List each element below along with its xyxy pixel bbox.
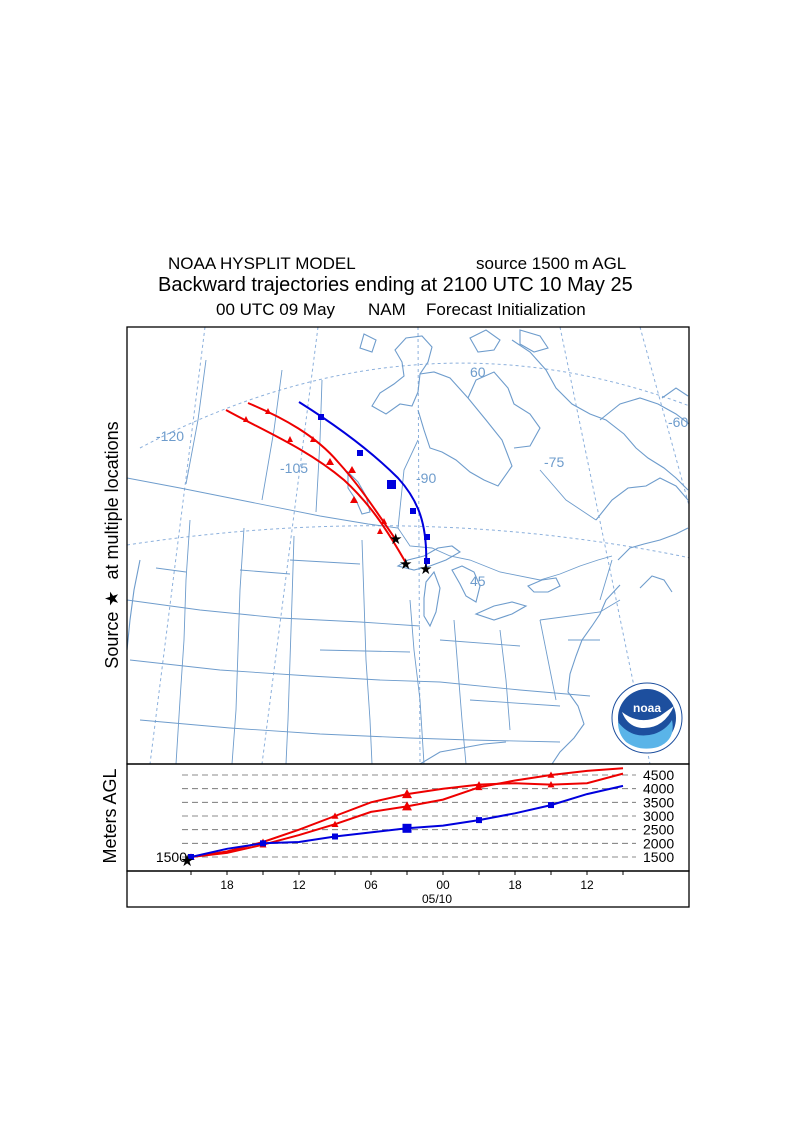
altitude-marker (260, 840, 266, 847)
meridian-label-60w: -60 (668, 414, 688, 430)
model-title: NOAA HYSPLIT MODEL (168, 254, 356, 273)
source-star: ★ (399, 556, 412, 573)
meridian-label-75w: -75 (544, 454, 564, 470)
time-tick-label: 12 (292, 878, 306, 892)
parallel-label-45n: 45 (470, 573, 486, 589)
trajectory-marker (348, 466, 356, 473)
altitude-marker (476, 817, 482, 824)
map-base: -120 -105 -90 -75 -60 60 45 (127, 327, 689, 764)
trajectory-marker (377, 528, 383, 534)
date-label: 05/10 (422, 892, 452, 906)
altitude-marker (332, 833, 338, 840)
trajectory-marker (410, 508, 416, 514)
altitude-series (187, 767, 624, 860)
meridian-label-90w: -90 (416, 470, 436, 486)
meridian-label-120w: -120 (156, 428, 184, 444)
source-star: ★ (389, 531, 402, 548)
political-borders (127, 359, 621, 764)
trajectory-marker (318, 414, 324, 420)
altitude-marker (475, 781, 483, 788)
altitude-tick-label: 4500 (643, 767, 674, 783)
meridian-lines (149, 327, 689, 764)
trajectory-marker (326, 458, 334, 465)
forecast-label: Forecast Initialization (426, 300, 586, 319)
trajectory-markers (243, 408, 430, 564)
trajectory-path-red-2 (247, 402, 397, 541)
altitude-marker (402, 823, 412, 833)
trajectory-marker (357, 450, 363, 456)
altitude-axis-label: Meters AGL (100, 768, 120, 863)
init-time-label: 00 UTC 09 May (216, 300, 336, 319)
page-title: Backward trajectories ending at 2100 UTC… (158, 274, 633, 296)
noaa-logo-text: noaa (633, 701, 661, 715)
altitude-tick-label: 2500 (643, 822, 674, 838)
altitude-marker (547, 781, 555, 788)
coastlines (127, 329, 689, 764)
time-tick-label: 18 (220, 878, 234, 892)
time-tick-label: 18 (508, 878, 522, 892)
time-tick-label: 12 (580, 878, 594, 892)
altitude-marker (331, 820, 339, 827)
trajectory-path-red-1 (225, 409, 407, 564)
time-axis: 18 12 06 00 18 12 (190, 871, 624, 892)
altitude-marker (547, 771, 555, 778)
altitude-tick-label: 3500 (643, 794, 674, 810)
trajectory-path-blue (298, 401, 428, 569)
altitude-tick-label: 3000 (643, 808, 674, 824)
trajectory-marker (243, 416, 249, 422)
trajectory-marker (424, 534, 430, 540)
trajectory-marker (287, 436, 293, 442)
time-tick-label: 06 (364, 878, 378, 892)
trajectory-marker (381, 518, 387, 524)
altitude-marker (188, 854, 194, 860)
trajectory-marker (387, 480, 396, 489)
trajectory-marker (424, 558, 430, 564)
source-label-word: Source (102, 612, 122, 669)
trajectory-paths (225, 401, 428, 569)
source-height-label: source 1500 m AGL (476, 254, 627, 273)
altitude-marker (548, 802, 554, 809)
parallel-lines (127, 362, 689, 559)
source-star: ★ (419, 561, 432, 578)
parallel-label-60n: 60 (470, 364, 486, 380)
source-location-label: Source ★ at multiple locations (102, 421, 122, 668)
meridian-label-105w: -105 (280, 460, 308, 476)
altitude-marker (331, 812, 339, 819)
source-height-value: 1500 (156, 849, 187, 865)
altitude-marker (402, 801, 412, 811)
noaa-logo: noaa (611, 682, 683, 754)
source-star: ★ (180, 853, 194, 870)
altitude-tick-label: 4000 (643, 781, 674, 797)
time-tick-label: 00 (436, 878, 450, 892)
trajectory-marker (310, 436, 316, 442)
time-axis-frame (126, 870, 690, 908)
source-label-rest: at multiple locations (102, 421, 122, 579)
met-data-label: NAM (368, 300, 406, 319)
altitude-tick-label: 2000 (643, 835, 674, 851)
altitude-tick-label: 1500 (643, 849, 674, 865)
altitude-marker (402, 789, 412, 799)
trajectory-marker (265, 408, 271, 414)
trajectory-marker (350, 496, 358, 503)
